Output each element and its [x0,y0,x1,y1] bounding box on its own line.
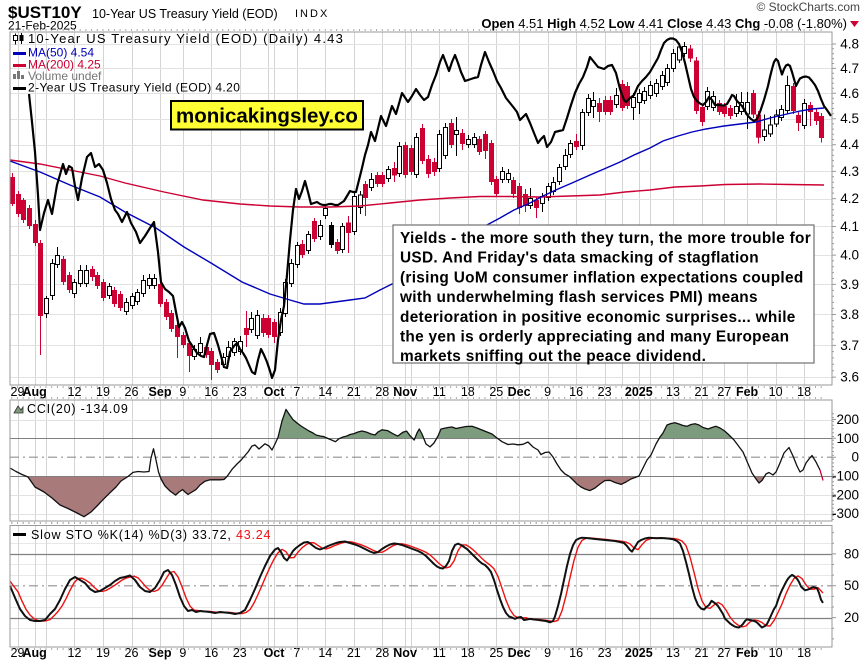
svg-text:19: 19 [96,646,110,660]
svg-text:18: 18 [797,385,811,399]
svg-text:-300: -300 [832,506,859,521]
svg-text:21-Feb-2025: 21-Feb-2025 [8,19,77,33]
svg-text:11: 11 [433,646,446,660]
svg-text:12: 12 [68,385,82,399]
svg-text:$UST10Y: $UST10Y [8,3,82,22]
svg-text:10: 10 [769,646,783,660]
svg-text:21: 21 [695,385,709,399]
svg-text:27: 27 [717,385,731,399]
svg-text:13: 13 [666,646,680,660]
svg-text:Nov: Nov [393,385,417,399]
svg-text:-200: -200 [832,487,859,502]
svg-text:16: 16 [204,385,218,399]
svg-text:10-Year US Treasury Yield (EOD: 10-Year US Treasury Yield (EOD) (Daily) … [28,31,344,46]
svg-text:16: 16 [204,646,218,660]
svg-text:25: 25 [489,646,503,660]
svg-text:23: 23 [233,646,247,660]
svg-text:80: 80 [844,546,859,561]
svg-text:29: 29 [11,646,25,660]
svg-text:INDX: INDX [295,8,329,20]
svg-text:16: 16 [569,646,583,660]
svg-text:21: 21 [347,385,361,399]
svg-text:MA(50) 4.54: MA(50) 4.54 [28,46,94,60]
svg-text:13: 13 [666,385,680,399]
svg-text:23: 23 [598,385,612,399]
svg-text:MA(200) 4.25: MA(200) 4.25 [28,58,101,72]
svg-text:26: 26 [125,385,139,399]
svg-text:21: 21 [347,646,361,660]
svg-text:7: 7 [293,385,300,399]
svg-text:Oct: Oct [264,385,286,399]
svg-text:11: 11 [433,385,446,399]
svg-text:deterioration in positive econ: deterioration in positive economic surpr… [400,309,796,326]
svg-text:23: 23 [598,646,612,660]
svg-text:(rising UoM consumer inflation: (rising UoM consumer inflation expectati… [400,269,804,286]
svg-text:9: 9 [179,385,186,399]
svg-text:10-Year US Treasury Yield (EOD: 10-Year US Treasury Yield (EOD) [92,7,278,21]
svg-text:3.9: 3.9 [840,277,859,292]
svg-text:4.7: 4.7 [840,61,859,76]
svg-text:28: 28 [375,385,389,399]
svg-text:4.1: 4.1 [840,219,859,234]
svg-text:16: 16 [569,385,583,399]
svg-text:Volume undef: Volume undef [28,69,102,83]
svg-text:7: 7 [293,646,300,660]
svg-text:18: 18 [797,646,811,660]
svg-text:4.4: 4.4 [840,137,859,152]
svg-text:4.2: 4.2 [840,191,859,206]
svg-text:3.7: 3.7 [840,338,859,353]
svg-text:2025: 2025 [625,385,653,399]
svg-text:2-Year US Treasury Yield (EOD): 2-Year US Treasury Yield (EOD) 4.20 [28,81,240,95]
svg-text:with underwhelming flash servi: with underwhelming flash services PMI) m… [399,289,758,306]
svg-text:27: 27 [717,646,731,660]
svg-text:3.6: 3.6 [840,370,859,385]
svg-text:© StockCharts.com: © StockCharts.com [756,0,860,14]
svg-text:CCI(20) -134.09: CCI(20) -134.09 [27,402,129,416]
svg-text:25: 25 [489,385,503,399]
svg-text:100: 100 [836,431,859,446]
svg-text:Sep: Sep [149,385,172,399]
svg-text:18: 18 [461,385,475,399]
svg-text:markets sniffing out the peace: markets sniffing out the peace dividend. [400,348,706,365]
svg-text:2025: 2025 [625,646,653,660]
svg-text:Aug: Aug [22,385,46,399]
svg-text:50: 50 [844,578,859,593]
svg-text:18: 18 [461,646,475,660]
svg-text:4.3: 4.3 [840,164,859,179]
svg-text:9: 9 [179,646,186,660]
svg-text:21: 21 [695,646,709,660]
svg-text:monicakingsley.co: monicakingsley.co [176,105,358,128]
svg-text:Feb: Feb [736,385,759,399]
svg-text:Slow STO %K(14) %D(3) 33.72, 4: Slow STO %K(14) %D(3) 33.72, 43.24 [31,528,271,542]
svg-text:14: 14 [318,646,332,660]
svg-text:200: 200 [836,412,859,427]
svg-text:23: 23 [233,385,247,399]
svg-text:9: 9 [544,646,551,660]
svg-text:3.8: 3.8 [840,307,859,322]
svg-text:20: 20 [844,610,859,625]
svg-text:29: 29 [11,385,25,399]
svg-text:4.8: 4.8 [840,37,859,52]
svg-text:10: 10 [769,385,783,399]
svg-text:Open 4.51 High 4.52 Low 4.41 C: Open 4.51 High 4.52 Low 4.41 Close 4.43 … [481,16,847,31]
svg-text:Yields - the more south they t: Yields - the more south they turn, the m… [400,230,811,247]
svg-text:4.5: 4.5 [840,111,859,126]
svg-text:12: 12 [68,646,82,660]
svg-text:19: 19 [96,385,110,399]
svg-text:4.0: 4.0 [840,248,859,263]
svg-text:26: 26 [125,646,139,660]
svg-text:0: 0 [851,450,859,465]
svg-text:28: 28 [375,646,389,660]
svg-text:USD. And Friday's data smackin: USD. And Friday's data smacking of stagf… [400,250,759,267]
svg-text:Dec: Dec [508,385,531,399]
svg-text:14: 14 [318,385,332,399]
svg-text:9: 9 [544,385,551,399]
svg-text:-100: -100 [832,469,859,484]
svg-text:the yen is orderly appreciatin: the yen is orderly appreciating and many… [400,329,789,346]
svg-text:4.6: 4.6 [840,86,859,101]
